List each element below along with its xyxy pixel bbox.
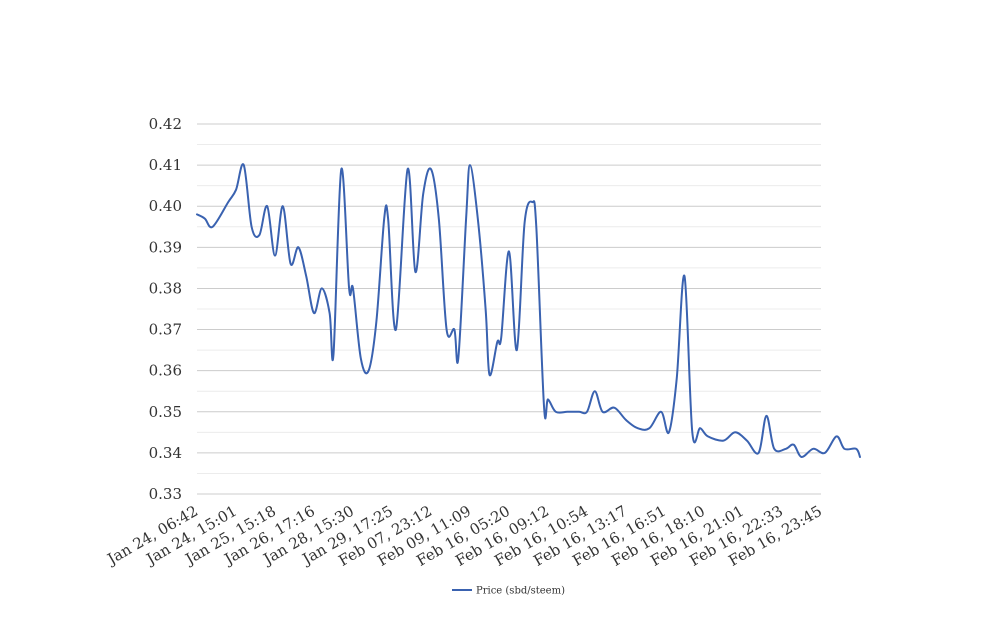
y-tick-label: 0.40 [149, 197, 182, 215]
y-tick-label: 0.34 [149, 444, 182, 462]
series-layer [196, 163, 861, 458]
y-tick-label: 0.41 [149, 156, 182, 174]
y-axis-ticks: 0.33 0.34 0.35 0.36 0.37 0.38 0.39 0.40 0.41 0.42 [149, 115, 182, 503]
y-tick-label: 0.37 [149, 321, 182, 339]
y-tick-label: 0.36 [149, 362, 182, 380]
y-tick-label: 0.38 [149, 279, 182, 297]
legend: Price (sbd/steem) [452, 586, 565, 597]
y-tick-label: 0.33 [149, 485, 182, 503]
legend-label: Price (sbd/steem) [476, 586, 565, 597]
y-tick-label: 0.35 [149, 403, 182, 421]
y-tick-label: 0.39 [149, 238, 182, 256]
series-line-price [196, 163, 861, 458]
grid-layer [197, 123, 821, 495]
y-tick-label: 0.42 [149, 115, 182, 133]
